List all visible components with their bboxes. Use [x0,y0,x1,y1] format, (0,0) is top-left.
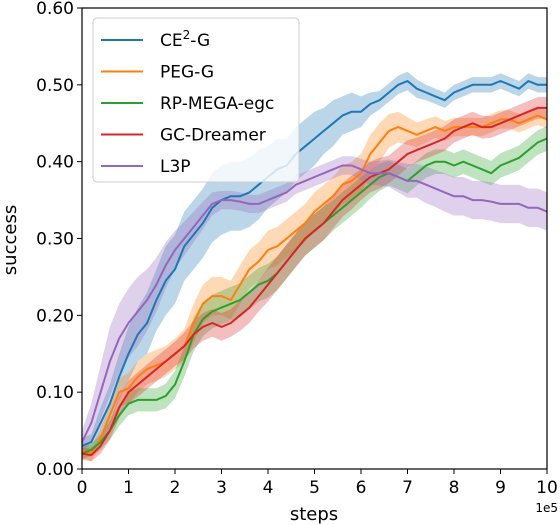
y-tick-label: 0.20 [36,306,74,326]
x-tick-label: 2 [170,478,181,498]
x-axis-label: steps [290,504,338,525]
legend: CE2-G PEG-G RP-MEGA-egc GC-Dreamer L3P [92,17,300,183]
series-3-band [82,97,547,462]
series-lines [81,80,548,457]
x-tick-label: 7 [402,478,413,498]
x-tick-label: 9 [495,478,506,498]
series-4-band [82,156,547,454]
x-tick-label: 10 [536,478,558,498]
legend-box [92,17,300,183]
y-tick-label: 0.60 [36,0,74,19]
legend-label: L3P [160,157,191,177]
legend-label: CE2-G [160,28,210,51]
x-tick-label: 1 [123,478,134,498]
y-tick-label: 0.10 [36,383,74,403]
x-tick-label: 3 [216,478,227,498]
x-tick-label: 5 [309,478,320,498]
x-tick-label: 8 [449,478,460,498]
x-tick-label: 0 [77,478,88,498]
series-4-line [81,164,548,443]
y-axis-label: success [0,205,21,275]
y-tick-label: 0.50 [36,76,74,96]
legend-label: PEG-G [160,63,214,83]
x-tick-label: 4 [263,478,274,498]
x-axis-ticks: 0 1 2 3 4 5 6 7 8 9 10 [77,469,558,498]
y-axis-ticks: 0.00 0.10 0.20 0.30 0.40 0.50 0.60 [36,0,82,480]
legend-label: RP-MEGA-egc [160,94,274,114]
x-axis-offset-label: 1e5 [535,501,558,515]
series-0-band [82,71,547,454]
series-1-line [81,114,548,455]
y-tick-label: 0.00 [36,460,74,480]
legend-label: GC-Dreamer [160,126,266,146]
confidence-bands [82,71,547,462]
series-2-band [82,126,547,460]
series-0-line [81,80,547,447]
y-tick-label: 0.40 [36,153,74,173]
x-tick-label: 6 [356,478,367,498]
y-tick-label: 0.30 [36,230,74,250]
series-3-line [81,106,547,457]
